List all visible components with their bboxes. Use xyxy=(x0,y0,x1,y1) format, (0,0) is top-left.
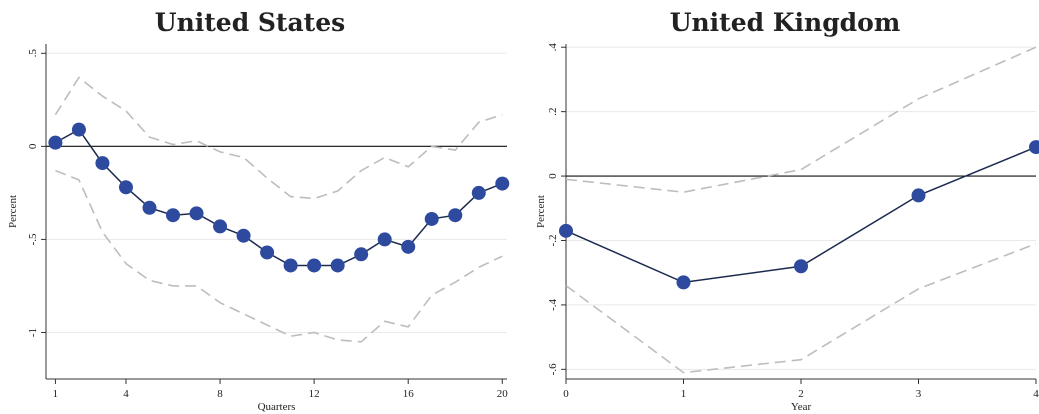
estimate-point xyxy=(330,258,345,273)
lower-band-line xyxy=(565,242,1037,374)
x-tick-label: 1 xyxy=(681,388,687,400)
estimate-point xyxy=(307,258,322,273)
estimate-point xyxy=(166,208,181,223)
y-tick-label: 0 xyxy=(27,143,39,149)
x-tick-label: 20 xyxy=(497,388,509,400)
estimate-point xyxy=(911,188,926,203)
y-tick-label: -.6 xyxy=(547,363,559,375)
y-axis-label: Percent xyxy=(535,195,547,228)
estimate-point xyxy=(213,219,228,234)
upper-band-line xyxy=(565,46,1037,194)
estimate-point xyxy=(283,258,298,273)
upper-band-line xyxy=(54,76,503,200)
x-tick-label: 4 xyxy=(123,388,129,400)
estimate-line xyxy=(55,128,503,267)
x-tick-label: 8 xyxy=(217,388,223,400)
x-tick-label: 4 xyxy=(1033,388,1039,400)
chart-us: .5 0 -.5 -1 1 4 8 12 16 20 Quarters Percent xyxy=(7,44,510,413)
estimate-point xyxy=(1029,140,1039,155)
y-tick-label: .4 xyxy=(547,43,559,52)
chart-title-uk: United Kingdom xyxy=(669,8,901,37)
estimate-point xyxy=(676,275,691,290)
estimate-point xyxy=(118,180,133,195)
lower-band-line xyxy=(55,169,503,343)
estimate-point xyxy=(424,211,439,226)
estimate-point xyxy=(189,206,204,221)
x-axis-label: Year xyxy=(791,401,812,413)
chart-title-us: United States xyxy=(154,8,346,37)
x-tick-label: 2 xyxy=(798,388,804,400)
x-tick-label: 0 xyxy=(563,388,569,400)
y-tick-label: -.2 xyxy=(547,235,559,247)
chart-uk: .4 .2 0 -.2 -.4 -.6 0 1 2 3 4 Year Percent xyxy=(535,43,1039,413)
estimate-point xyxy=(71,122,86,137)
y-tick-label: -.5 xyxy=(27,233,39,245)
estimate-point xyxy=(48,135,63,150)
estimate-point xyxy=(448,208,463,223)
estimate-point xyxy=(236,228,251,243)
x-tick-label: 3 xyxy=(916,388,922,400)
x-axis-label: Quarters xyxy=(258,401,296,413)
x-tick-label: 12 xyxy=(309,388,320,400)
x-tick-label: 16 xyxy=(403,388,415,400)
y-tick-label: -.4 xyxy=(547,298,559,310)
estimate-point xyxy=(354,247,369,262)
estimate-point xyxy=(260,245,275,260)
x-tick-label: 1 xyxy=(53,388,59,400)
estimate-point xyxy=(401,239,416,254)
estimate-point xyxy=(471,185,486,200)
estimate-point xyxy=(95,156,110,171)
estimate-point xyxy=(495,176,510,191)
y-tick-label: -1 xyxy=(27,328,39,337)
y-axis-label: Percent xyxy=(7,195,19,228)
estimate-point xyxy=(142,200,157,215)
y-tick-label: .2 xyxy=(547,108,559,116)
estimate-point xyxy=(794,259,808,274)
y-tick-label: 0 xyxy=(547,173,559,179)
estimate-point xyxy=(559,223,573,238)
y-tick-label: .5 xyxy=(27,49,39,58)
estimate-point xyxy=(377,232,392,247)
